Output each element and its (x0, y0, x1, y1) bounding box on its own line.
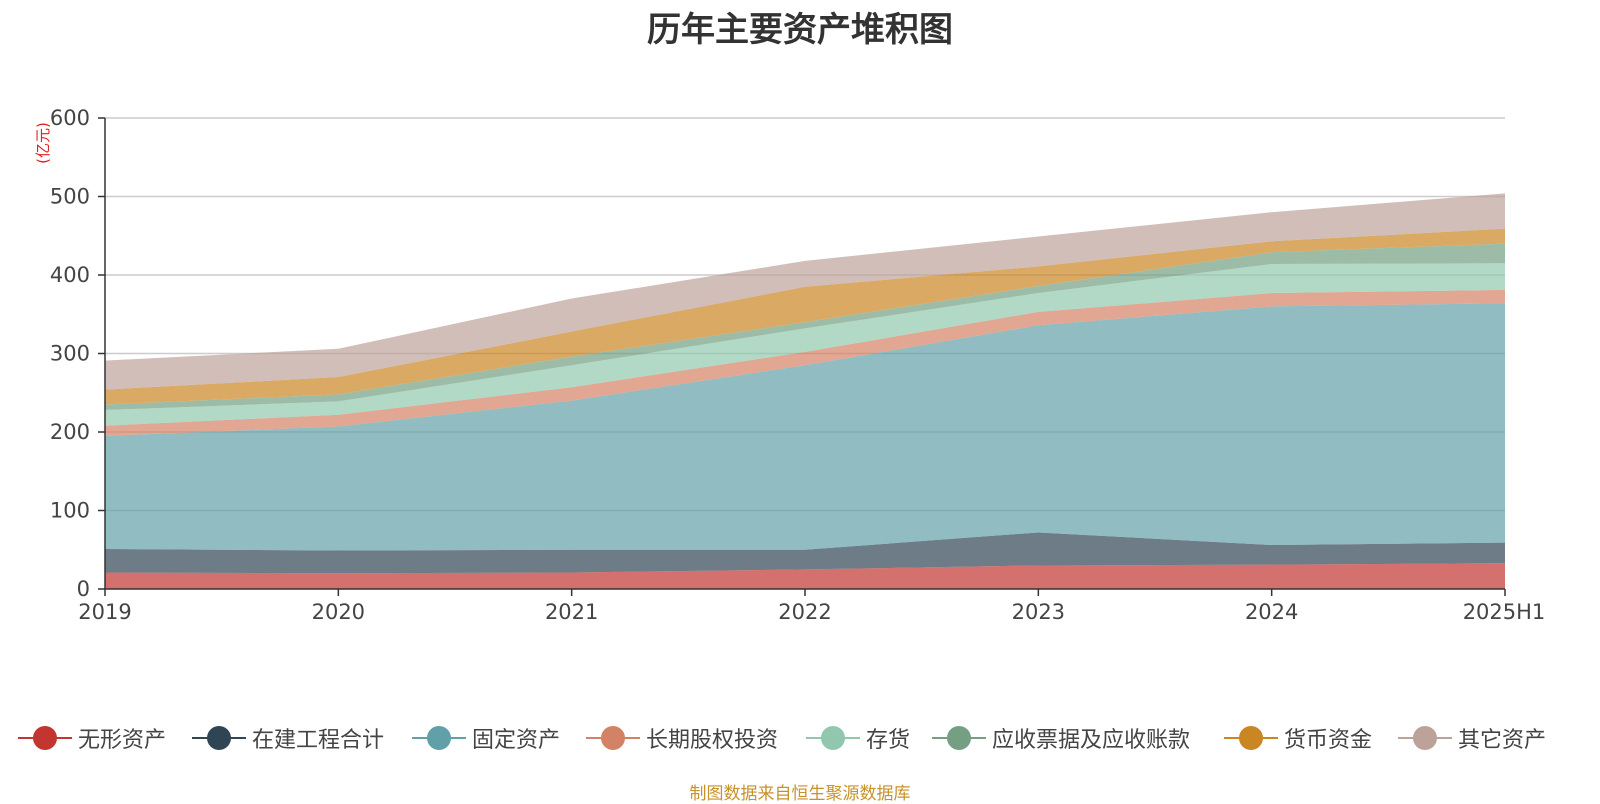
y-axis-unit-label: (亿元) (34, 122, 52, 164)
legend-item[interactable]: 在建工程合计 (192, 722, 384, 754)
y-tick-label: 100 (50, 499, 90, 523)
area-series-2 (105, 303, 1505, 551)
legend-marker-icon (586, 722, 640, 754)
x-tick-label: 2019 (78, 600, 131, 624)
legend-marker-icon (1398, 722, 1452, 754)
area-series-7 (105, 193, 1505, 390)
area-series-5 (105, 243, 1505, 411)
y-tick-label: 500 (50, 185, 90, 209)
y-tick-label: 0 (77, 577, 90, 601)
legend-item[interactable]: 存货 (806, 722, 910, 754)
x-tick-label: 2025H1 (1463, 600, 1546, 624)
legend-item[interactable]: 其它资产 (1398, 722, 1546, 754)
legend-item[interactable]: 货币资金 (1224, 722, 1372, 754)
legend-label: 货币资金 (1284, 728, 1373, 753)
legend-item[interactable]: 固定资产 (412, 722, 560, 754)
area-series-0 (105, 563, 1505, 589)
legend-marker-icon (932, 722, 986, 754)
legend-label: 应收票据及应收账款 (992, 728, 1191, 753)
legend-label: 无形资产 (78, 728, 167, 753)
legend-label: 在建工程合计 (252, 728, 385, 753)
legend-label: 存货 (866, 728, 911, 753)
source-note: 制图数据来自恒生聚源数据库 (689, 784, 911, 804)
area-series-3 (105, 289, 1505, 436)
legend-marker-icon (1224, 722, 1278, 754)
x-tick-label: 2024 (1245, 600, 1298, 624)
x-tick-label: 2022 (778, 600, 831, 624)
y-tick-label: 400 (50, 263, 90, 287)
x-tick-label: 2023 (1012, 600, 1065, 624)
y-tick-label: 600 (50, 106, 90, 130)
area-series-1 (105, 532, 1505, 574)
legend-label: 长期股权投资 (646, 728, 779, 753)
legend-label: 其它资产 (1458, 728, 1547, 753)
area-series-4 (105, 263, 1505, 426)
legend-marker-icon (192, 722, 246, 754)
x-tick-label: 2020 (312, 600, 365, 624)
y-tick-label: 200 (50, 420, 90, 444)
chart-title: 历年主要资产堆积图 (647, 10, 953, 50)
legend-marker-icon (18, 722, 72, 754)
legend-item[interactable]: 无形资产 (18, 722, 166, 754)
stacked-area-chart: 0 100 200 300 400 500 600 2019 2020 2021 2022 2023 2… (34, 106, 1545, 624)
y-tick-label: 300 (50, 342, 90, 366)
legend-item[interactable]: 应收票据及应收账款 (932, 722, 1190, 754)
legend-item[interactable]: 长期股权投资 (586, 722, 778, 754)
legend-marker-icon (806, 722, 860, 754)
area-series (105, 193, 1505, 589)
area-series-6 (105, 228, 1505, 405)
x-tick-label: 2021 (545, 600, 598, 624)
legend-label: 固定资产 (472, 728, 561, 753)
axes: 0 100 200 300 400 500 600 2019 2020 2021 2022 2023 2… (50, 106, 1545, 624)
legend-marker-icon (412, 722, 466, 754)
